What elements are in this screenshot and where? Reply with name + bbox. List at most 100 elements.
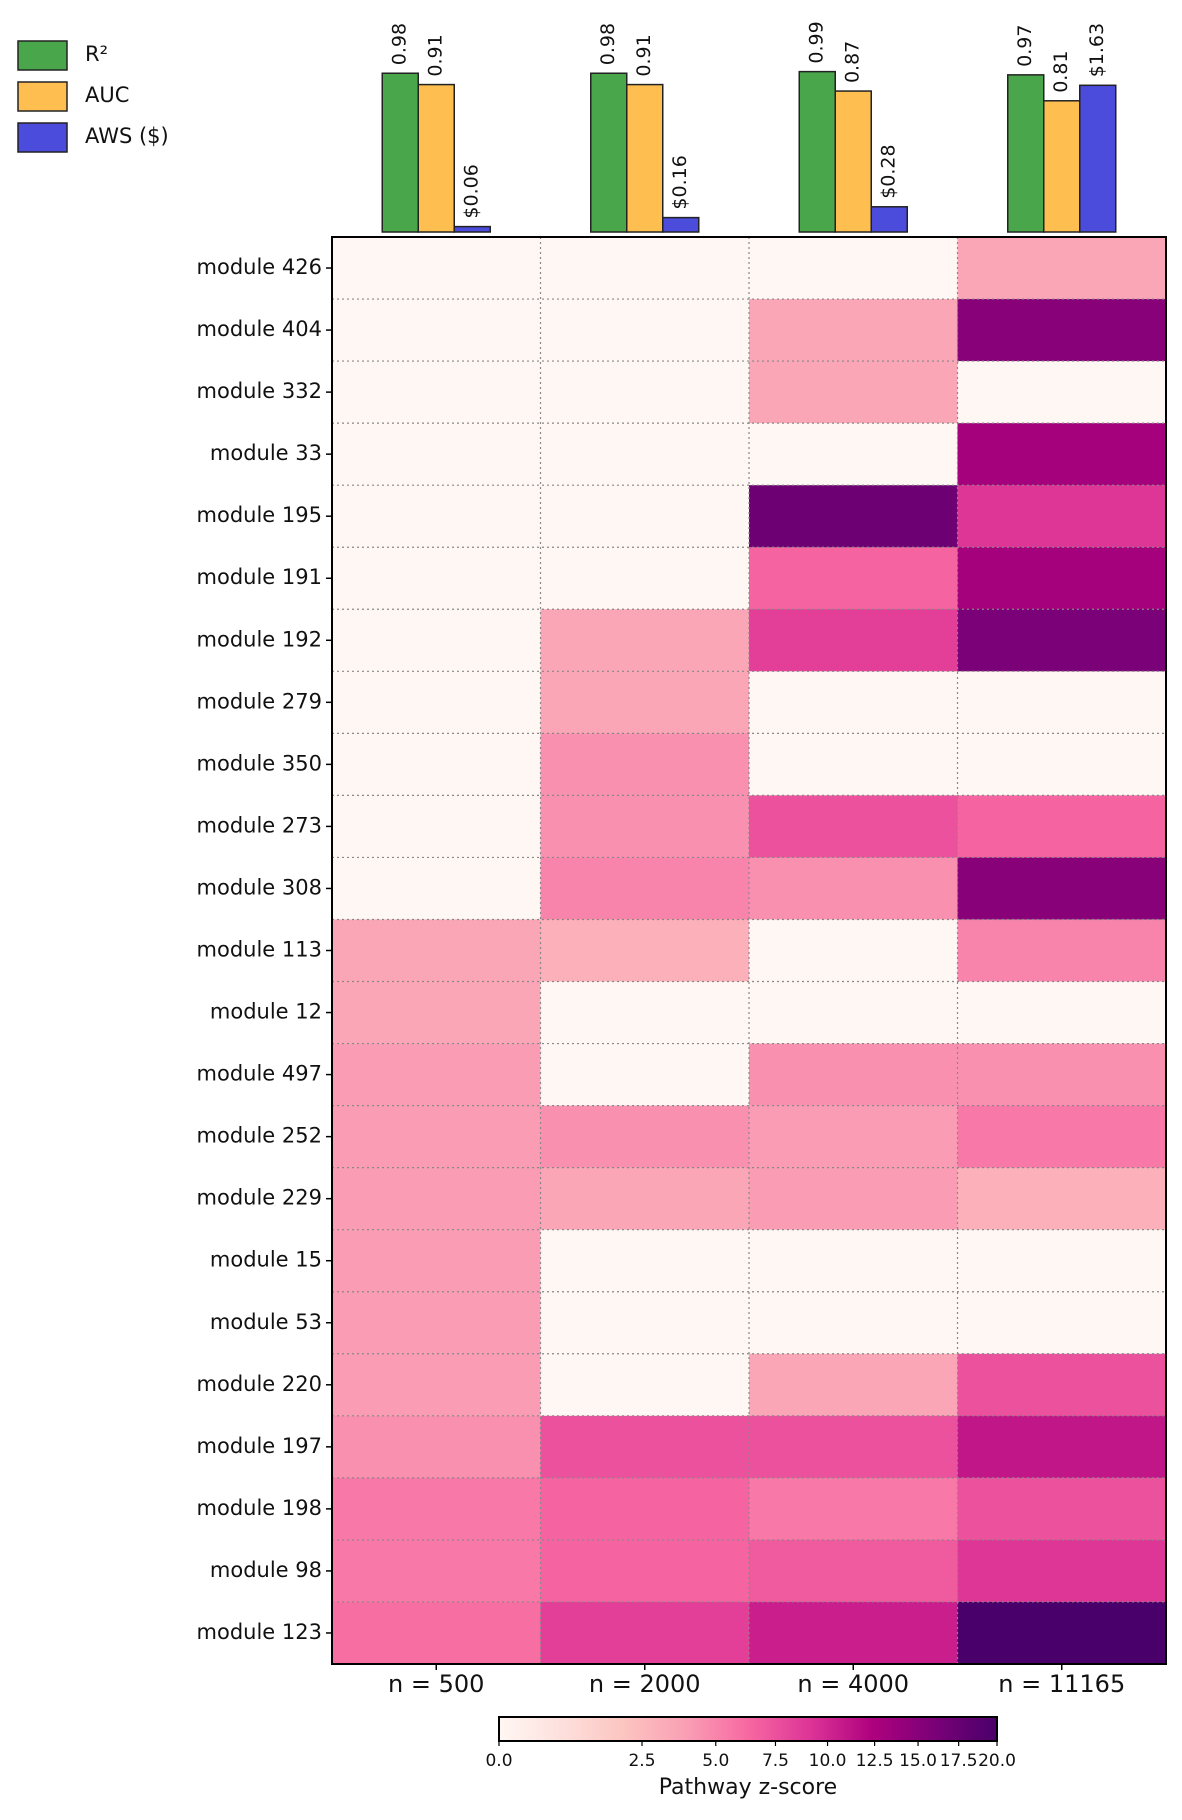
bar: [1007, 74, 1045, 233]
heatmap-cell: [540, 299, 750, 362]
colorbar-tick-label: 0.0: [485, 1751, 512, 1771]
row-label: module 350: [197, 751, 322, 775]
heatmap-cell: [749, 237, 958, 300]
heatmap-cell: [332, 1043, 541, 1107]
col-label: n = 11165: [998, 1670, 1125, 1698]
heatmap-cell: [749, 1043, 958, 1107]
heatmap-cell: [540, 857, 750, 920]
heatmap-cell: [749, 609, 958, 672]
heatmap-cell: [957, 1291, 1167, 1355]
bar: [1043, 100, 1081, 233]
colorbar-tick-label: 12.5: [856, 1751, 894, 1771]
heatmap-cell: [749, 1539, 958, 1603]
heatmap-cell: [332, 547, 541, 610]
row-label: module 220: [197, 1372, 322, 1396]
value-label: $1.63: [1086, 23, 1108, 77]
heatmap-cell: [332, 1477, 541, 1541]
heatmap-cell: [957, 1415, 1167, 1479]
row-label: module 198: [197, 1496, 322, 1520]
bar: [417, 83, 455, 233]
heatmap-cell: [957, 919, 1167, 983]
heatmap-cell: [332, 795, 541, 858]
heatmap-cell: [540, 547, 750, 610]
row-label: module 426: [197, 255, 322, 279]
heatmap-cell: [332, 857, 541, 920]
heatmap-cell: [749, 981, 958, 1045]
heatmap-cell: [957, 981, 1167, 1045]
heatmap-cell: [332, 1415, 541, 1479]
col-label: n = 2000: [589, 1670, 701, 1698]
col-label: n = 500: [388, 1670, 484, 1698]
heatmap-cell: [957, 1477, 1167, 1541]
heatmap-cell: [540, 1105, 750, 1169]
heatmap-cell: [749, 1291, 958, 1355]
col-label: n = 4000: [797, 1670, 909, 1698]
heatmap-cell: [957, 1043, 1167, 1107]
heatmap-cell: [749, 361, 958, 424]
heatmap-cell: [540, 981, 750, 1045]
heatmap-cell: [957, 795, 1167, 858]
row-label: module 15: [210, 1248, 322, 1272]
value-label: 0.87: [842, 41, 864, 83]
colorbar-title: Pathway z-score: [659, 1775, 837, 1800]
heatmap-cell: [540, 361, 750, 424]
heatmap-cell: [540, 485, 750, 548]
heatmap-cell: [957, 671, 1167, 734]
heatmap-cell: [332, 1291, 541, 1355]
heatmap-cell: [332, 1539, 541, 1603]
heatmap-cell: [540, 609, 750, 672]
value-label: 0.97: [1014, 25, 1036, 67]
row-label: module 279: [197, 689, 322, 713]
bar: [453, 225, 491, 233]
legend-swatch: [17, 81, 68, 112]
heatmap-cell: [540, 733, 750, 796]
heatmap-cell: [332, 733, 541, 796]
value-label: 0.98: [389, 23, 411, 65]
heatmap-cell: [540, 1415, 750, 1479]
heatmap-cell: [957, 733, 1167, 796]
bar: [626, 83, 664, 233]
heatmap-cell: [749, 1415, 958, 1479]
heatmap-cell: [957, 1353, 1167, 1417]
heatmap-cell: [540, 1167, 750, 1231]
row-label: module 404: [197, 317, 322, 341]
heatmap-cell: [957, 1105, 1167, 1169]
row-label: module 192: [197, 627, 322, 651]
value-label: 0.99: [806, 21, 828, 63]
heatmap-cell: [540, 237, 750, 300]
heatmap-cell: [332, 237, 541, 300]
bar: [834, 90, 872, 233]
bar: [590, 72, 628, 233]
heatmap-cell: [332, 361, 541, 424]
heatmap-cell: [332, 1105, 541, 1169]
heatmap-cell: [957, 361, 1167, 424]
heatmap-cell: [540, 423, 750, 486]
heatmap-cell: [540, 795, 750, 858]
legend-label: AUC: [85, 83, 129, 107]
legend-swatch: [17, 122, 68, 153]
colorbar-tick-label: 15.0: [899, 1751, 937, 1771]
row-label: module 497: [197, 1062, 322, 1086]
heatmap-cell: [957, 857, 1167, 920]
colorbar-tick-label: 10.0: [809, 1751, 847, 1771]
row-label: module 191: [197, 565, 322, 589]
heatmap-cell: [749, 671, 958, 734]
heatmap-cell: [957, 423, 1167, 486]
heatmap-cell: [332, 1229, 541, 1293]
heatmap-cell: [749, 733, 958, 796]
colorbar-tick-label: 5.0: [702, 1751, 729, 1771]
heatmap-cell: [749, 795, 958, 858]
heatmap-cell: [749, 547, 958, 610]
row-label: module 123: [197, 1620, 322, 1644]
heatmap-cell: [540, 1043, 750, 1107]
heatmap-cell: [749, 1167, 958, 1231]
heatmap-cell: [749, 1105, 958, 1169]
heatmap-cell: [957, 1539, 1167, 1603]
colorbar-tick-label: 17.5: [940, 1751, 978, 1771]
heatmap-cell: [540, 1539, 750, 1603]
row-label: module 273: [197, 813, 322, 837]
heatmap-cell: [749, 857, 958, 920]
row-label: module 33: [210, 441, 322, 465]
colorbar-tick-label: 7.5: [762, 1751, 789, 1771]
heatmap-cell: [749, 919, 958, 983]
